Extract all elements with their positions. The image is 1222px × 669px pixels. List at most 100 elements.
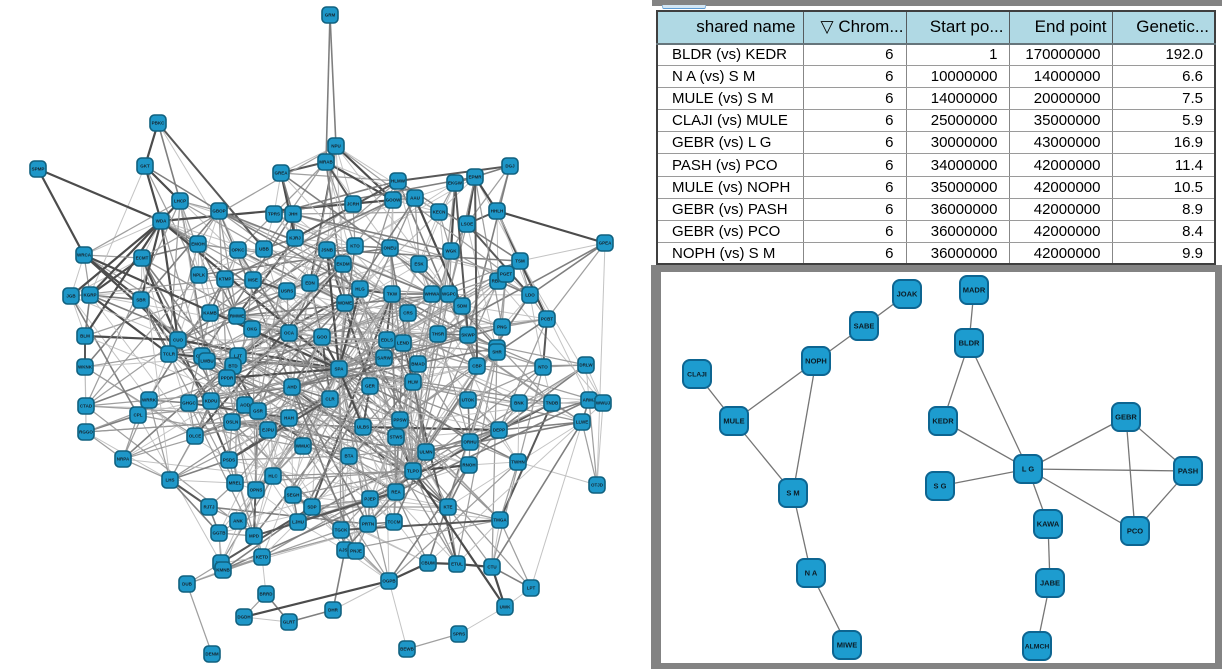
svg-text:RNOH: RNOH xyxy=(462,463,475,468)
svg-text:PSDS: PSDS xyxy=(223,458,235,463)
svg-text:EDN: EDN xyxy=(305,281,315,286)
svg-text:GSR: GSR xyxy=(253,409,264,414)
svg-text:SDP: SDP xyxy=(307,505,316,510)
svg-text:AOD: AOD xyxy=(240,403,251,408)
svg-text:LPT: LPT xyxy=(527,586,536,591)
svg-text:SABE: SABE xyxy=(854,322,875,331)
svg-text:EPMR: EPMR xyxy=(468,175,482,180)
svg-text:BMAD: BMAD xyxy=(411,362,425,367)
svg-text:CLAJI: CLAJI xyxy=(687,372,707,379)
svg-text:KEDR: KEDR xyxy=(932,417,954,426)
svg-text:ANK: ANK xyxy=(233,519,243,524)
svg-text:CLR: CLR xyxy=(325,397,335,402)
svg-text:KMNB: KMNB xyxy=(216,568,230,573)
svg-text:OSLN: OSLN xyxy=(226,420,239,425)
svg-text:USRS: USRS xyxy=(281,289,294,294)
svg-text:RBHE: RBHE xyxy=(492,279,505,284)
svg-text:SARW: SARW xyxy=(377,356,391,361)
svg-text:ETUL: ETUL xyxy=(451,562,463,567)
svg-text:BEWB: BEWB xyxy=(400,647,414,652)
svg-text:OPKC: OPKC xyxy=(231,248,245,253)
svg-text:NPU: NPU xyxy=(331,144,341,149)
svg-text:WRCA: WRCA xyxy=(77,253,92,258)
svg-text:NPLK: NPLK xyxy=(193,273,206,278)
svg-text:PCO: PCO xyxy=(1127,527,1143,536)
svg-text:MULE: MULE xyxy=(723,417,744,426)
svg-text:PNG: PNG xyxy=(497,325,507,330)
svg-text:BTD: BTD xyxy=(228,364,238,369)
svg-text:LJT: LJT xyxy=(234,354,242,359)
svg-text:ULMN: ULMN xyxy=(420,450,433,455)
svg-text:JSNB: JSNB xyxy=(321,248,334,253)
svg-text:MADR: MADR xyxy=(963,286,986,295)
svg-text:GOO: GOO xyxy=(317,335,328,340)
svg-text:GER: GER xyxy=(365,384,376,389)
svg-text:PASH: PASH xyxy=(1178,467,1198,476)
svg-text:N A: N A xyxy=(805,569,818,578)
svg-text:DUB: DUB xyxy=(182,582,192,587)
svg-text:WHWA: WHWA xyxy=(425,292,440,297)
svg-text:TWHN: TWHN xyxy=(511,460,525,465)
svg-text:AHD: AHD xyxy=(287,385,297,390)
svg-text:JCRH: JCRH xyxy=(347,202,359,207)
svg-text:LWBU: LWBU xyxy=(200,359,213,364)
svg-text:WRRK: WRRK xyxy=(142,398,157,403)
svg-text:DEPP: DEPP xyxy=(493,428,505,433)
svg-text:BLDR: BLDR xyxy=(959,339,980,348)
svg-text:JGB: JGB xyxy=(66,294,76,299)
svg-text:LEND: LEND xyxy=(397,341,410,346)
svg-text:NTO: NTO xyxy=(538,365,548,370)
svg-text:GEBR: GEBR xyxy=(1115,413,1137,422)
svg-text:ONEU: ONEU xyxy=(383,246,396,251)
svg-text:TNDB: TNDB xyxy=(546,401,559,406)
svg-text:DGJ: DGJ xyxy=(505,164,515,169)
svg-text:PCBT: PCBT xyxy=(541,317,554,322)
svg-text:ECMT: ECMT xyxy=(136,256,149,261)
svg-text:LHCP: LHCP xyxy=(174,199,186,204)
svg-text:CPL: CPL xyxy=(134,413,143,418)
svg-text:GREA: GREA xyxy=(274,171,288,176)
svg-text:TLPO: TLPO xyxy=(407,469,419,474)
svg-text:OKG: OKG xyxy=(247,327,258,332)
svg-text:WDME: WDME xyxy=(338,301,352,306)
svg-text:DHR: DHR xyxy=(328,608,338,613)
svg-text:LDO: LDO xyxy=(525,293,535,298)
svg-text:HLMW: HLMW xyxy=(391,179,406,184)
svg-text:EMOH: EMOH xyxy=(191,242,205,247)
svg-text:KTMP: KTMP xyxy=(219,277,232,282)
svg-text:OPNS: OPNS xyxy=(250,488,263,493)
svg-text:CBUM: CBUM xyxy=(421,561,435,566)
svg-text:WDA: WDA xyxy=(156,219,167,224)
svg-text:CUO: CUO xyxy=(173,338,183,343)
svg-text:RMWE: RMWE xyxy=(230,314,244,319)
svg-text:AJSM: AJSM xyxy=(339,548,352,553)
svg-text:L G: L G xyxy=(1022,465,1035,474)
svg-text:GBOP: GBOP xyxy=(212,209,225,214)
svg-text:LSOE: LSOE xyxy=(461,222,473,227)
svg-text:CTAD: CTAD xyxy=(80,404,93,409)
svg-text:EKGW: EKGW xyxy=(448,181,463,186)
svg-text:TGCK: TGCK xyxy=(335,528,348,533)
svg-text:GPEA: GPEA xyxy=(599,241,613,246)
svg-text:GHGC: GHGC xyxy=(182,401,196,406)
svg-text:TCCM: TCCM xyxy=(388,520,401,525)
svg-text:EKDM: EKDM xyxy=(336,262,350,267)
svg-text:REA: REA xyxy=(391,490,401,495)
svg-text:OTJD: OTJD xyxy=(591,483,604,488)
svg-text:ARMJ: ARMJ xyxy=(583,398,596,403)
svg-text:AAU: AAU xyxy=(410,196,420,201)
svg-text:DRLW: DRLW xyxy=(579,363,593,368)
svg-text:MIWE: MIWE xyxy=(837,641,857,650)
svg-text:JOAK: JOAK xyxy=(897,290,918,299)
svg-text:JABE: JABE xyxy=(1040,579,1060,588)
svg-text:ULBS: ULBS xyxy=(357,425,369,430)
svg-text:LHS: LHS xyxy=(166,478,175,483)
svg-text:SHR: SHR xyxy=(492,350,502,355)
svg-text:SPMP: SPMP xyxy=(32,167,45,172)
svg-text:SPA: SPA xyxy=(335,367,345,372)
svg-text:ESK: ESK xyxy=(414,262,424,267)
svg-text:LLWE: LLWE xyxy=(576,420,589,425)
svg-text:KAMB: KAMB xyxy=(203,311,217,316)
svg-text:S G: S G xyxy=(934,482,947,491)
svg-text:OCA: OCA xyxy=(284,331,295,336)
